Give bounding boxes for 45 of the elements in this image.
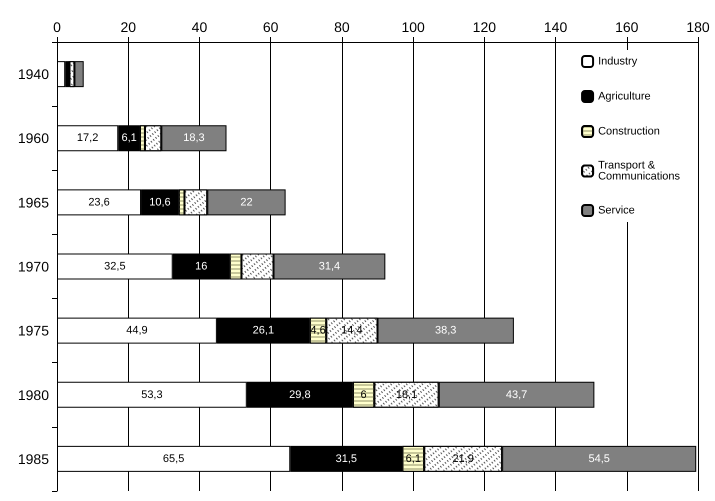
data-label: 6	[360, 388, 367, 401]
legend-label: Industry	[598, 56, 638, 68]
y-tick-label: 1940	[18, 66, 50, 82]
x-tick-label: 160	[615, 19, 639, 35]
data-label: 31,5	[336, 452, 358, 465]
data-label: 6,1	[406, 452, 421, 465]
data-label: 23,6	[88, 196, 110, 208]
data-label: 18,1	[396, 388, 418, 401]
data-label: 21,9	[452, 452, 474, 465]
data-label: 22	[240, 196, 253, 208]
x-tick-label: 140	[544, 19, 568, 35]
y-tick-label: 1960	[18, 130, 50, 146]
data-label: 53,3	[141, 388, 163, 401]
x-tick-label: 100	[401, 19, 426, 35]
legend-label: Transport & Communications	[598, 160, 680, 182]
data-label: 38,3	[434, 324, 456, 337]
x-tick-label: 180	[686, 19, 710, 35]
y-tick-label: 1975	[18, 322, 50, 339]
legend-label: Agriculture	[598, 90, 651, 102]
y-tick-label: 1970	[18, 258, 50, 274]
y-tick-label: 1980	[18, 386, 50, 403]
data-label: 54,5	[588, 452, 610, 465]
x-tick-label: 80	[334, 19, 350, 35]
data-label: 16	[195, 260, 208, 272]
data-label: 43,7	[506, 388, 528, 401]
data-label: 44,9	[126, 324, 148, 337]
data-label: 31,4	[318, 260, 340, 272]
data-label: 17,2	[76, 132, 98, 144]
data-label: 26,1	[252, 324, 274, 337]
data-label: 29,8	[289, 388, 311, 401]
legend-label: Service	[598, 204, 635, 216]
data-label: 10,6	[149, 196, 171, 208]
data-label: 32,5	[104, 260, 126, 272]
legend-label: Construction	[598, 126, 660, 138]
x-tick-label: 0	[53, 19, 62, 35]
data-label: 65,5	[162, 452, 184, 465]
data-label: 6,1	[121, 132, 137, 144]
x-tick-label: 120	[472, 19, 496, 35]
x-tick-label: 60	[262, 19, 279, 35]
y-tick-label: 1985	[18, 450, 50, 467]
data-label: 18,3	[183, 132, 205, 144]
x-tick-label: 40	[192, 19, 208, 35]
y-tick-label: 1965	[18, 194, 50, 210]
data-label: 14,4	[341, 324, 363, 337]
x-tick-label: 20	[120, 19, 136, 35]
